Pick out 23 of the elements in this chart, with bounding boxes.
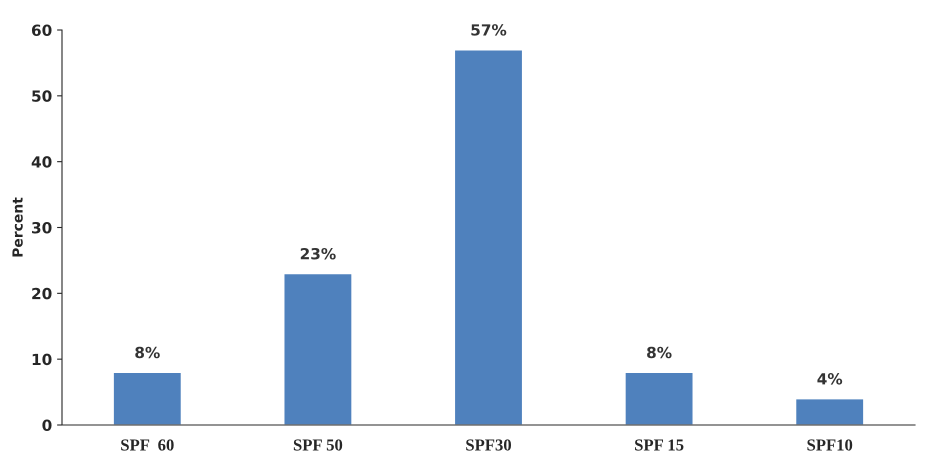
y-tick-label: 10 — [32, 354, 52, 366]
data-label: 23% — [300, 248, 336, 260]
bar — [283, 272, 353, 425]
data-label: 8% — [135, 346, 160, 358]
x-tick-label: SPF 50 — [294, 439, 342, 451]
data-label: 57% — [471, 24, 506, 36]
y-tick-label: 0 — [42, 419, 52, 432]
x-tick-label: SPF30 — [466, 439, 512, 451]
y-tick-label: 60 — [32, 24, 52, 36]
x-tick-label: SPF 60 — [121, 439, 174, 451]
y-tick-label: 40 — [32, 156, 52, 168]
data-label: 8% — [647, 346, 672, 358]
bar — [624, 372, 694, 425]
bar — [112, 372, 182, 425]
y-tick-label: 20 — [32, 288, 52, 300]
x-tick-label: SPF 15 — [635, 439, 684, 451]
data-label: 4% — [817, 373, 842, 385]
x-tick-label: SPF10 — [807, 439, 852, 451]
bar — [454, 49, 524, 425]
y-tick-label: 50 — [32, 90, 52, 102]
y-tick-label: 30 — [32, 222, 52, 234]
y-axis-title: Percent — [12, 198, 23, 257]
bar — [794, 398, 865, 425]
